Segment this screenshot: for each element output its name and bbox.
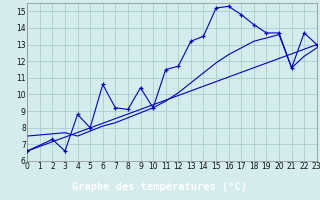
Text: Graphe des températures (°C): Graphe des températures (°C) [73,182,247,192]
